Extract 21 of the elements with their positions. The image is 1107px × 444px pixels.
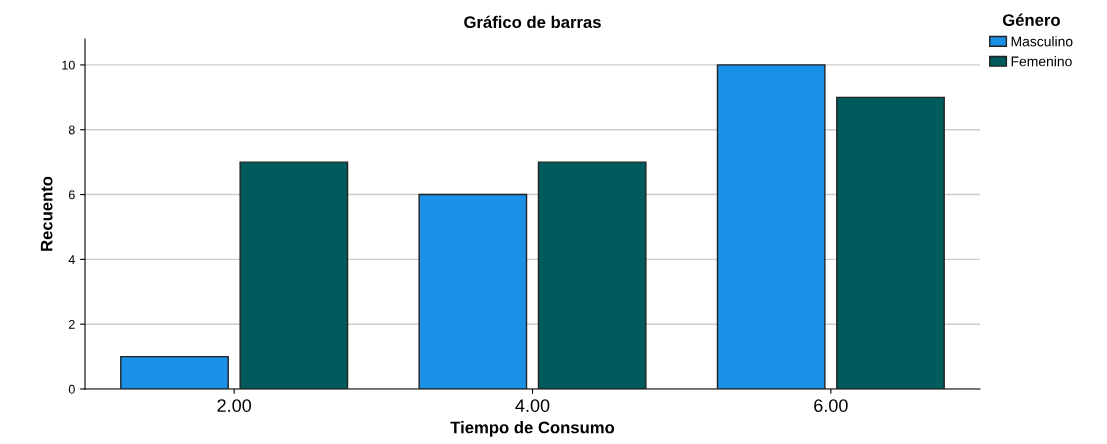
y-tick-label: 6: [68, 190, 75, 200]
chart-title: Gráfico de barras: [464, 15, 601, 29]
bar: [716, 64, 826, 389]
y-tick-label: 10: [62, 60, 75, 70]
y-axis-title: Recuento: [40, 176, 53, 251]
bar: [120, 355, 229, 389]
bar: [537, 161, 647, 389]
x-tick-label: 2.00: [217, 399, 252, 412]
bar: [418, 193, 528, 389]
y-tick-label: 4: [68, 255, 75, 264]
x-axis-title: Tiempo de Consumo: [450, 421, 615, 437]
legend-title: Género: [1002, 13, 1060, 26]
legend-label: Masculino: [1011, 36, 1073, 47]
x-tick-label: 4.00: [515, 399, 550, 412]
bar: [836, 96, 945, 389]
y-tick-label: 8: [68, 125, 75, 135]
x-tick-label: 6.00: [814, 399, 848, 412]
bar: [239, 161, 349, 389]
legend-label: Femenino: [1011, 56, 1072, 67]
y-tick-label: 0: [68, 384, 75, 394]
y-tick-label: 2: [68, 319, 75, 329]
